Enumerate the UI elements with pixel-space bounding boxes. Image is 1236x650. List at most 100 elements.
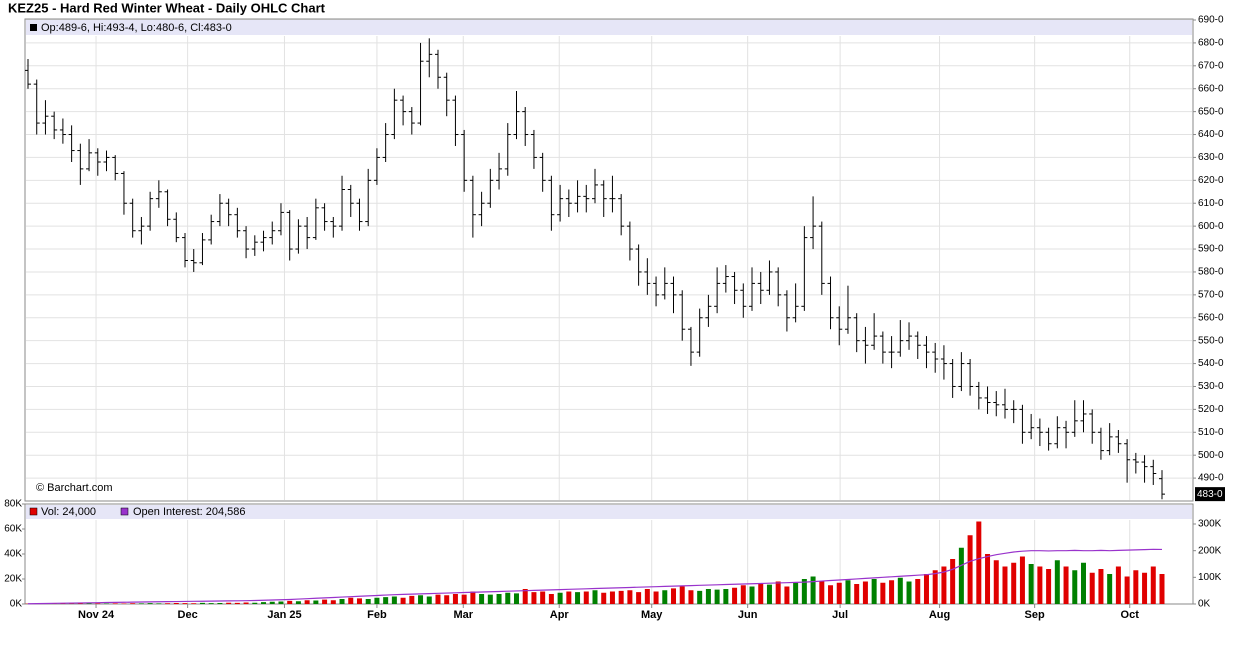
volume-bar <box>261 602 266 604</box>
x-tick-label: Jul <box>832 609 848 621</box>
volume-bar <box>688 590 693 604</box>
volume-bar <box>1133 570 1138 604</box>
volume-bar <box>654 592 659 605</box>
volume-bar <box>959 548 964 604</box>
volume-bar <box>1142 573 1147 604</box>
volume-bar <box>1072 570 1077 604</box>
volume-bar <box>479 594 484 604</box>
volume-bar <box>340 599 345 604</box>
volume-bar <box>418 595 423 604</box>
x-tick-label: Jun <box>738 609 758 621</box>
volume-bar <box>558 593 563 604</box>
y-tick-label: 690-0 <box>1198 15 1224 26</box>
volume-bar <box>549 594 554 604</box>
volume-bar <box>671 588 676 604</box>
volume-bar <box>933 570 938 604</box>
volume-bar <box>680 587 685 605</box>
volume-bar <box>1151 567 1156 605</box>
volume-bar <box>296 601 301 604</box>
volume-bar <box>366 599 371 604</box>
watermark: © Barchart.com <box>36 482 113 494</box>
volume-bar <box>924 574 929 604</box>
x-tick-label: Dec <box>178 609 198 621</box>
y-tick-label: 490-0 <box>1198 473 1224 484</box>
volume-bar <box>1090 573 1095 604</box>
volume-bar <box>1055 560 1060 604</box>
y-tick-label: 550-0 <box>1198 335 1224 346</box>
volume-bar <box>165 603 170 604</box>
volume-bar <box>793 583 798 604</box>
volume-bar <box>907 582 912 605</box>
volume-bar <box>139 603 144 604</box>
y-tick-label: 660-0 <box>1198 83 1224 94</box>
oi-legend: Open Interest: 204,586 <box>133 506 246 518</box>
x-tick-label: Apr <box>550 609 570 621</box>
y-tick-label: 640-0 <box>1198 129 1224 140</box>
volume-bar <box>1002 567 1007 605</box>
volume-bar <box>915 579 920 604</box>
price-panel <box>25 19 1193 501</box>
volume-bar <box>409 596 414 604</box>
oi-legend-swatch <box>121 508 128 515</box>
volume-bar <box>636 592 641 604</box>
volume-bar <box>305 600 310 604</box>
volume-bar <box>383 597 388 604</box>
volume-bar <box>252 603 257 604</box>
y-tick-label: 610-0 <box>1198 198 1224 209</box>
volume-bar <box>235 603 240 604</box>
volume-bar <box>784 587 789 605</box>
chart-title: KEZ25 - Hard Red Winter Wheat - Daily OH… <box>8 0 326 15</box>
y-tick-label: 670-0 <box>1198 60 1224 71</box>
volume-bar <box>104 604 109 605</box>
volume-bar <box>662 590 667 604</box>
volume-bar <box>645 589 650 604</box>
volume-bar <box>488 595 493 604</box>
volume-bar <box>1029 564 1034 604</box>
volume-bar <box>1160 574 1165 604</box>
y-tick-label: 40K <box>4 549 22 560</box>
volume-bar <box>767 585 772 604</box>
x-tick-label: Jan 25 <box>267 609 301 621</box>
volume-bar <box>968 535 973 604</box>
volume-bar <box>401 598 406 604</box>
y-tick-label: 620-0 <box>1198 175 1224 186</box>
volume-bar <box>313 601 318 605</box>
x-tick-label: May <box>641 609 663 621</box>
volume-bar <box>994 560 999 604</box>
volume-bar <box>627 590 632 604</box>
volume-bar <box>619 591 624 604</box>
volume-bar <box>1020 557 1025 605</box>
volume-bar <box>453 594 458 604</box>
volume-bar <box>1107 574 1112 604</box>
y-tick-label: 80K <box>4 499 22 510</box>
y-tick-label: 580-0 <box>1198 267 1224 278</box>
y-tick-label: 530-0 <box>1198 381 1224 392</box>
volume-bar <box>462 595 467 604</box>
y2-tick-label: 100K <box>1198 572 1222 583</box>
volume-bar <box>1098 569 1103 604</box>
volume-bar <box>985 554 990 604</box>
volume-bar <box>566 592 571 605</box>
volume-legend: Vol: 24,000 <box>41 506 96 518</box>
volume-bar <box>1116 567 1121 605</box>
x-tick-label: Feb <box>367 609 387 621</box>
volume-bar <box>505 593 510 604</box>
volume-bar <box>470 592 475 605</box>
y2-tick-label: 300K <box>1198 519 1222 530</box>
y-tick-label: 650-0 <box>1198 106 1224 117</box>
last-price-label: 483-0 <box>1197 489 1223 500</box>
y-tick-label: 0K <box>10 599 23 610</box>
volume-bar <box>435 595 440 604</box>
volume-bar <box>889 580 894 604</box>
volume-bar <box>828 585 833 604</box>
volume-bar <box>374 598 379 604</box>
y-tick-label: 510-0 <box>1198 427 1224 438</box>
volume-bar <box>497 594 502 604</box>
volume-bar <box>348 598 353 604</box>
y2-tick-label: 200K <box>1198 545 1222 556</box>
y-tick-label: 560-0 <box>1198 312 1224 323</box>
volume-bar <box>863 582 868 605</box>
volume-bar <box>322 600 327 604</box>
volume-bar <box>331 600 336 604</box>
